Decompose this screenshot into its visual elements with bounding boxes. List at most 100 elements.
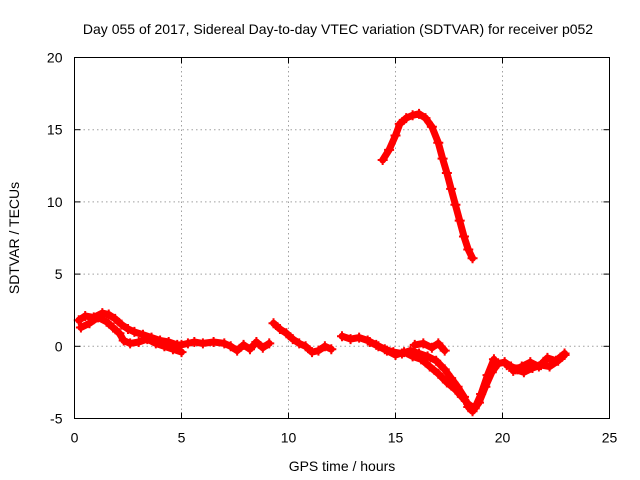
y-tick-label: 20 [47,50,63,66]
data-point [431,355,442,366]
data-point [337,331,347,342]
data-point [294,338,305,349]
series-track-3 [268,318,337,358]
data-point [463,399,474,410]
data-point [416,354,427,365]
y-axis-label: SDTVAR / TECUs [6,182,22,294]
data-point [93,312,104,323]
data-point [373,341,384,352]
y-tick-label: 10 [47,194,63,210]
plot-area [73,108,570,417]
y-tick-label: 0 [55,338,63,354]
data-point [450,384,461,395]
data-point [150,338,161,349]
data-point [319,341,330,352]
data-point [159,341,170,352]
data-point [225,341,236,352]
data-point [197,338,208,349]
data-point [287,334,298,345]
series-track-5 [364,336,499,414]
data-point [422,351,433,362]
data-point [313,345,324,356]
y-tick-label: 5 [55,266,63,282]
data-point [433,338,444,349]
data-point [167,344,178,355]
data-point [381,345,392,356]
data-point [516,361,527,372]
data-point [123,323,133,334]
data-point [437,153,448,164]
data-point [232,345,243,356]
data-point [420,113,431,124]
data-point [345,334,356,345]
data-point [441,377,452,388]
data-point [407,351,418,362]
data-point [454,215,465,226]
data-point [488,354,499,365]
data-point [407,110,418,121]
data-point [189,336,200,347]
data-point [73,315,84,326]
data-point [116,319,127,330]
series-track-8 [508,348,570,376]
data-point [129,326,140,337]
data-point [281,328,292,339]
data-point [409,339,420,350]
data-point [390,349,401,360]
data-point [268,318,279,329]
data-point [414,108,425,119]
data-point [80,310,91,321]
plot-frame [74,57,610,419]
data-point [364,336,375,347]
data-point [501,360,512,371]
data-point [456,391,467,402]
x-axis-label: GPS time / hours [289,458,396,474]
data-point [142,334,153,345]
series-track-2 [75,312,187,358]
data-point [274,323,285,334]
y-tick-label: 15 [47,122,63,138]
data-point [463,244,474,255]
data-point [401,113,412,124]
x-tick-label: 20 [495,430,511,446]
data-point [433,368,444,379]
data-point [467,253,478,264]
data-point [426,121,437,132]
data-point [300,341,311,352]
data-point [101,316,112,327]
y-tick-labels: -5 0 5 10 15 20 [47,50,63,427]
data-point [108,322,119,333]
data-point [450,199,461,210]
series-track-1 [73,308,275,356]
series-line [270,319,335,356]
data-point [525,357,536,368]
data-point [125,338,136,349]
data-point [544,361,555,372]
data-point [176,347,187,358]
data-point [84,318,95,329]
data-point [257,342,268,353]
x-tick-label: 15 [388,430,404,446]
data-point [114,328,125,339]
data-point [439,364,450,375]
data-point [439,345,450,356]
data-point [559,348,570,359]
data-point [264,338,275,349]
data-point [394,118,405,129]
data-point [251,336,262,347]
x-tick-label: 0 [71,430,79,446]
x-tick-labels: 0 5 10 15 20 25 [71,430,618,446]
data-point [75,322,86,333]
x-tick-label: 5 [178,430,186,446]
data-point [482,370,493,381]
data-point [458,231,469,242]
data-point [219,338,230,349]
series-track-9 [377,108,478,264]
chart-title: Day 055 of 2017, Sidereal Day-to-day VTE… [83,21,593,37]
data-point [384,144,395,155]
data-point [182,338,193,349]
series-track-6 [409,338,450,356]
data-point [326,344,337,355]
data-point [426,342,437,353]
